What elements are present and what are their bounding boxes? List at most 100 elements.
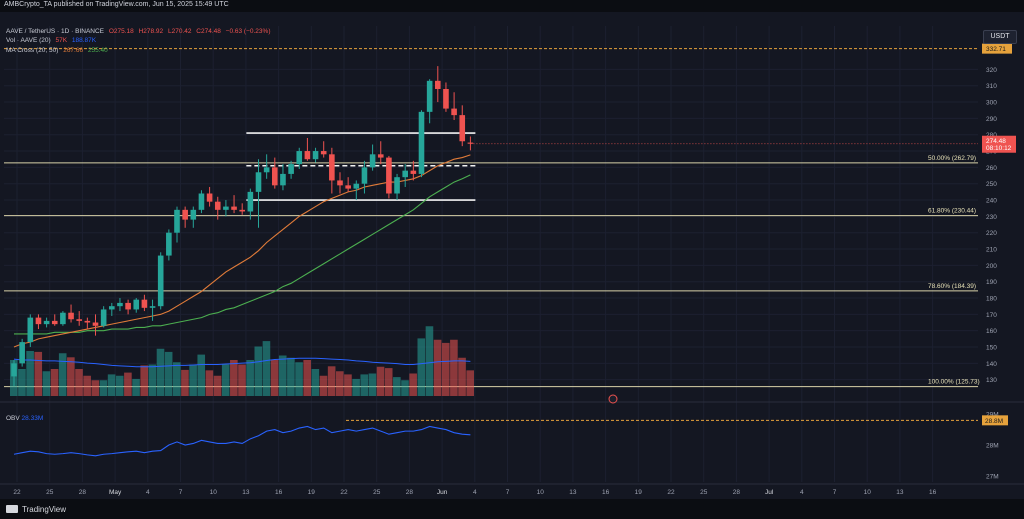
x-tick-label: 4: [800, 489, 804, 496]
volume-bar: [254, 346, 263, 396]
volume-bar: [107, 374, 116, 396]
candle-body: [451, 108, 457, 116]
candle-body: [109, 306, 115, 310]
volume-bars: [10, 326, 474, 396]
obv-tick-label: 29M: [986, 412, 999, 419]
x-tick-label: 10: [864, 489, 872, 496]
y-tick-label: 280: [986, 132, 997, 139]
volume-bar: [360, 374, 369, 396]
fib-label: 61.80% (230.44): [928, 208, 976, 215]
x-tick-label: 7: [506, 489, 510, 496]
candle-body: [117, 302, 123, 307]
ma-label[interactable]: MA Cross (20, 50): [6, 47, 59, 54]
x-tick-label: 25: [373, 489, 381, 496]
fib-levels: 50.00% (262.79) 61.80% (230.44) 78.60% (18…: [4, 48, 980, 388]
volume-bar: [140, 365, 148, 396]
candle-body: [345, 185, 351, 189]
published-caption: AMBCrypto_TA published on TradingView.co…: [4, 1, 229, 8]
candle-body: [68, 312, 74, 320]
candle-body: [377, 154, 384, 158]
volume-bar: [393, 377, 401, 396]
volume-bar: [181, 369, 189, 396]
price-chart-svg[interactable]: 50.00% (262.79) 61.80% (230.44) 78.60% (18…: [0, 12, 1024, 499]
x-tick-label: 7: [179, 489, 183, 496]
volume-bar: [99, 380, 108, 396]
volume-bar: [18, 369, 26, 396]
close-value: C274.48: [196, 28, 221, 35]
candle-body: [35, 317, 42, 325]
volume-ma: [13, 357, 471, 368]
candle-body: [426, 80, 433, 112]
volume-bar: [26, 351, 34, 396]
legend-symbol-row: AAVE / TetherUS · 1D · BINANCE O275.18 H…: [6, 28, 273, 35]
volume-bar: [246, 360, 254, 396]
obv-label[interactable]: OBV: [6, 415, 20, 422]
candle-body: [174, 209, 180, 233]
volume-bar: [458, 357, 466, 396]
x-tick-label: Jul: [765, 489, 774, 496]
candle-body: [11, 363, 17, 377]
x-tick-label: 25: [700, 489, 708, 496]
obv-pane: [13, 419, 978, 457]
candle-body: [353, 183, 360, 189]
candle-body: [443, 88, 449, 109]
tradingview-brand[interactable]: TradingView: [6, 505, 66, 514]
candle-body: [386, 157, 392, 194]
ma50-line: [14, 174, 471, 335]
volume-label[interactable]: Vol · AAVE (20): [6, 37, 51, 44]
volume-bar: [91, 380, 100, 396]
candle-body: [410, 170, 417, 174]
candle-body: [182, 209, 188, 220]
obv-value: 28.33M: [21, 415, 44, 422]
volume-bar: [466, 370, 474, 396]
candle-body: [133, 299, 140, 310]
y-tick-label: 220: [986, 230, 997, 237]
symbol-label[interactable]: AAVE / TetherUS · 1D · BINANCE: [6, 28, 105, 35]
volume-bar: [327, 366, 336, 396]
volume-bar: [115, 375, 124, 396]
candle-body: [92, 322, 99, 326]
candle-body: [272, 167, 278, 186]
candles: [11, 66, 978, 404]
y-tick-label: 250: [986, 181, 997, 188]
volume-bar: [441, 342, 450, 396]
y-tick-label: 290: [986, 116, 997, 123]
volume-bar: [409, 373, 417, 396]
range-lines: [246, 132, 476, 201]
volume-bar: [213, 375, 222, 396]
volume-ma-line: [13, 357, 471, 368]
open-value: O275.18: [108, 28, 134, 35]
candle-body: [320, 151, 327, 155]
y-tick-label: 180: [986, 296, 997, 303]
alert-price-tag: [982, 43, 1012, 54]
x-tick-label: 16: [602, 489, 610, 496]
footer: TradingView: [0, 499, 1024, 519]
candle-body: [27, 317, 34, 343]
candle-body: [402, 170, 408, 178]
volume-bar: [173, 362, 181, 396]
volume-bar: [34, 351, 43, 396]
chart-area[interactable]: 50.00% (262.79) 61.80% (230.44) 78.60% (18…: [0, 12, 1024, 499]
change-value: −0.63 (−0.23%): [225, 28, 271, 35]
alert-price-label: 332.71: [986, 46, 1006, 53]
currency-selector[interactable]: USDT: [983, 30, 1017, 44]
candle-body: [157, 255, 164, 307]
ma50-value: 255.40: [87, 47, 108, 54]
volume-bar: [376, 366, 385, 396]
x-tick-label: 16: [929, 489, 937, 496]
candle-body: [247, 191, 254, 212]
replay-clock-icon: [608, 394, 618, 404]
candle-body: [43, 320, 50, 325]
x-tick-label: 28: [733, 489, 741, 496]
y-tick-label: 170: [986, 312, 997, 319]
volume-bar: [287, 357, 295, 396]
volume-bar: [433, 339, 442, 396]
volume-bar: [156, 348, 165, 396]
volume-bar: [83, 375, 91, 396]
candle-body: [459, 115, 466, 142]
time-axis: 22 25 28 May 4 7 10 13 16 19 22 25 28 Jun 4 7 10 13 16 19 22…: [13, 489, 936, 496]
candle-body: [190, 209, 197, 220]
y-tick-label: 310: [986, 83, 997, 90]
ma20-value: 267.66: [63, 47, 84, 54]
obv-alert-label: 28.8M: [985, 418, 1003, 425]
